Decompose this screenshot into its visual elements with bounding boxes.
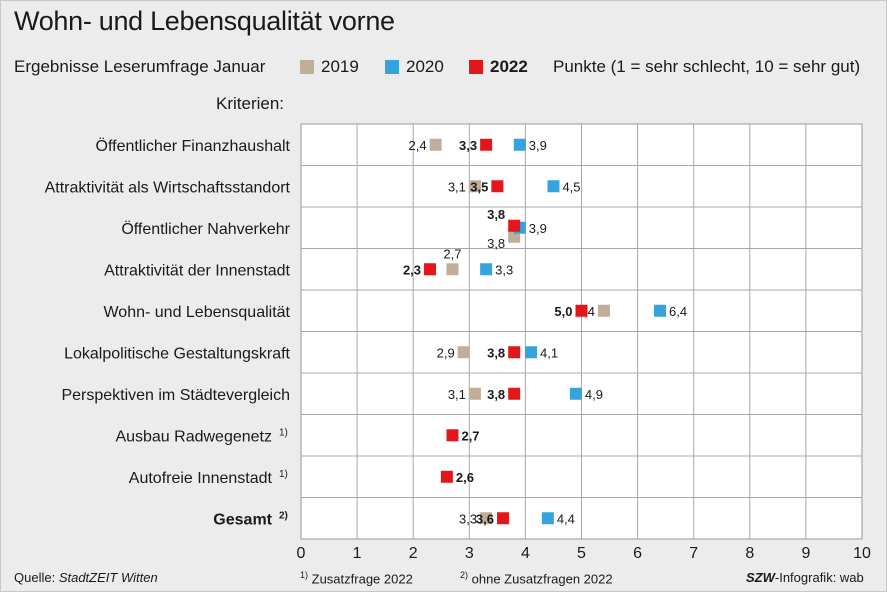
data-marker-2022 [575,304,588,317]
category-label: Attraktivität als Wirtschaftsstandort [45,179,291,196]
x-tick-label: 8 [745,545,754,562]
data-label-2020: 4,4 [557,511,575,526]
chart-subtitle: Ergebnisse Leserumfrage Januar [14,57,266,76]
x-tick-label: 4 [521,545,530,562]
data-marker-2020 [569,387,582,400]
x-tick-label: 7 [689,545,698,562]
category-label: Perspektiven im Städtevergleich [61,387,290,404]
footer-source: Quelle: StadtZEIT Witten [14,570,158,585]
data-marker-2022 [424,263,437,276]
category-label: Attraktivität der Innenstadt [104,262,290,279]
chart-title: Wohn- und Lebensqualität vorne [14,6,395,36]
category-label: Autofreie Innenstadt [129,470,273,487]
data-marker-2019 [429,138,442,151]
data-marker-2019 [480,512,493,525]
x-tick-label: 1 [353,545,362,562]
x-tick-label: 6 [633,545,642,562]
data-label-2019: 2,7 [443,246,461,261]
legend-label-2022: 2022 [490,57,528,76]
legend-swatch-2019 [300,60,314,74]
data-marker-2022 [508,219,521,232]
legend-item-2020: 2020 [385,57,444,77]
data-label-2020: 4,9 [585,387,603,402]
data-label-2020: 4,1 [540,345,558,360]
category-footnote-mark: 1) [279,469,288,480]
data-label-2020: 4,5 [562,179,580,194]
data-marker-2020 [654,304,667,317]
legend-item-2022: 2022 [469,57,528,77]
data-marker-2020 [480,263,493,276]
category-footnote-mark: 1) [279,427,288,438]
data-marker-2022 [440,470,453,483]
legend-item-2019: 2019 [300,57,359,77]
data-marker-2020 [547,180,560,193]
footer-source-label: Quelle: [14,570,59,585]
category-label: Ausbau Radwegenetz [115,428,272,445]
data-marker-2019 [446,263,459,276]
data-label-2022: 2,7 [461,428,479,443]
footer-source-name: StadtZEIT Witten [58,570,158,585]
data-label-2019: 3,1 [448,179,466,194]
data-marker-2020 [513,138,526,151]
footer-note-1-mark: 1) [300,570,309,580]
data-marker-2019 [468,387,481,400]
x-tick-label: 5 [577,545,586,562]
footer-note-1-text: Zusatzfrage 2022 [311,571,413,587]
footer-note-2-text: ohne Zusatzfragen 2022 [471,571,613,587]
data-label-2020: 6,4 [669,304,687,319]
x-tick-label: 2 [409,545,418,562]
footer-credit-rest: -Infografik: wab [774,570,864,585]
data-label-2022: 3,8 [487,345,505,360]
data-marker-2022 [508,387,521,400]
data-marker-2022 [446,429,459,442]
data-marker-2022 [508,346,521,359]
category-label: Öffentlicher Finanzhaushalt [96,137,291,155]
data-label-2019: 3,3 [459,511,477,526]
data-label-2019: 3,8 [487,236,505,251]
data-marker-2022 [496,512,509,525]
data-marker-2022 [491,180,504,193]
data-label-2022: 3,8 [487,207,505,222]
data-label-2022: 2,3 [403,262,421,277]
footer-credit-brand: SZW [746,570,775,585]
data-label-2020: 3,9 [529,138,547,153]
footer-note-1: 1) Zusatzfrage 2022 [300,570,413,586]
data-marker-2019 [457,346,470,359]
legend-label-2019: 2019 [321,57,359,76]
x-tick-label: 0 [297,545,306,562]
data-label-2022: 3,6 [476,511,494,526]
data-label-2022: 3,3 [459,138,477,153]
footer-note-2: 2) ohne Zusatzfragen 2022 [460,570,613,586]
data-label-2020: 3,9 [529,221,547,236]
legend-swatch-2022 [469,60,483,74]
category-label: Öffentlicher Nahverkehr [121,220,290,238]
data-marker-2022 [480,138,493,151]
x-tick-label: 3 [465,545,474,562]
data-marker-2019 [468,180,481,193]
data-label-2019: 2,4 [409,138,427,153]
footer-note-2-mark: 2) [460,570,469,580]
data-marker-2020 [525,346,538,359]
footer-credit: SZW-Infografik: wab [746,570,864,585]
category-label: Wohn- und Lebensqualität [103,304,290,321]
data-marker-2020 [541,512,554,525]
data-label-2019: 2,9 [437,345,455,360]
data-label-2022: 2,6 [456,470,474,485]
category-label: Lokalpolitische Gestaltungskraft [64,345,290,362]
data-label-2022: 3,5 [470,179,488,194]
data-label-2022: 3,8 [487,387,505,402]
category-label: Gesamt [213,511,272,528]
criteria-heading: Kriterien: [216,94,285,113]
data-marker-2019 [597,304,610,317]
data-label-2020: 3,3 [495,262,513,277]
data-label-2019: 3,1 [448,387,466,402]
category-footnote-mark: 2) [279,510,288,521]
x-tick-label: 10 [853,545,871,562]
legend-label-2020: 2020 [406,57,444,76]
data-label-2022: 5,0 [554,304,572,319]
x-tick-label: 9 [801,545,810,562]
legend-swatch-2020 [385,60,399,74]
scale-note: Punkte (1 = sehr schlecht, 10 = sehr gut… [553,57,861,76]
